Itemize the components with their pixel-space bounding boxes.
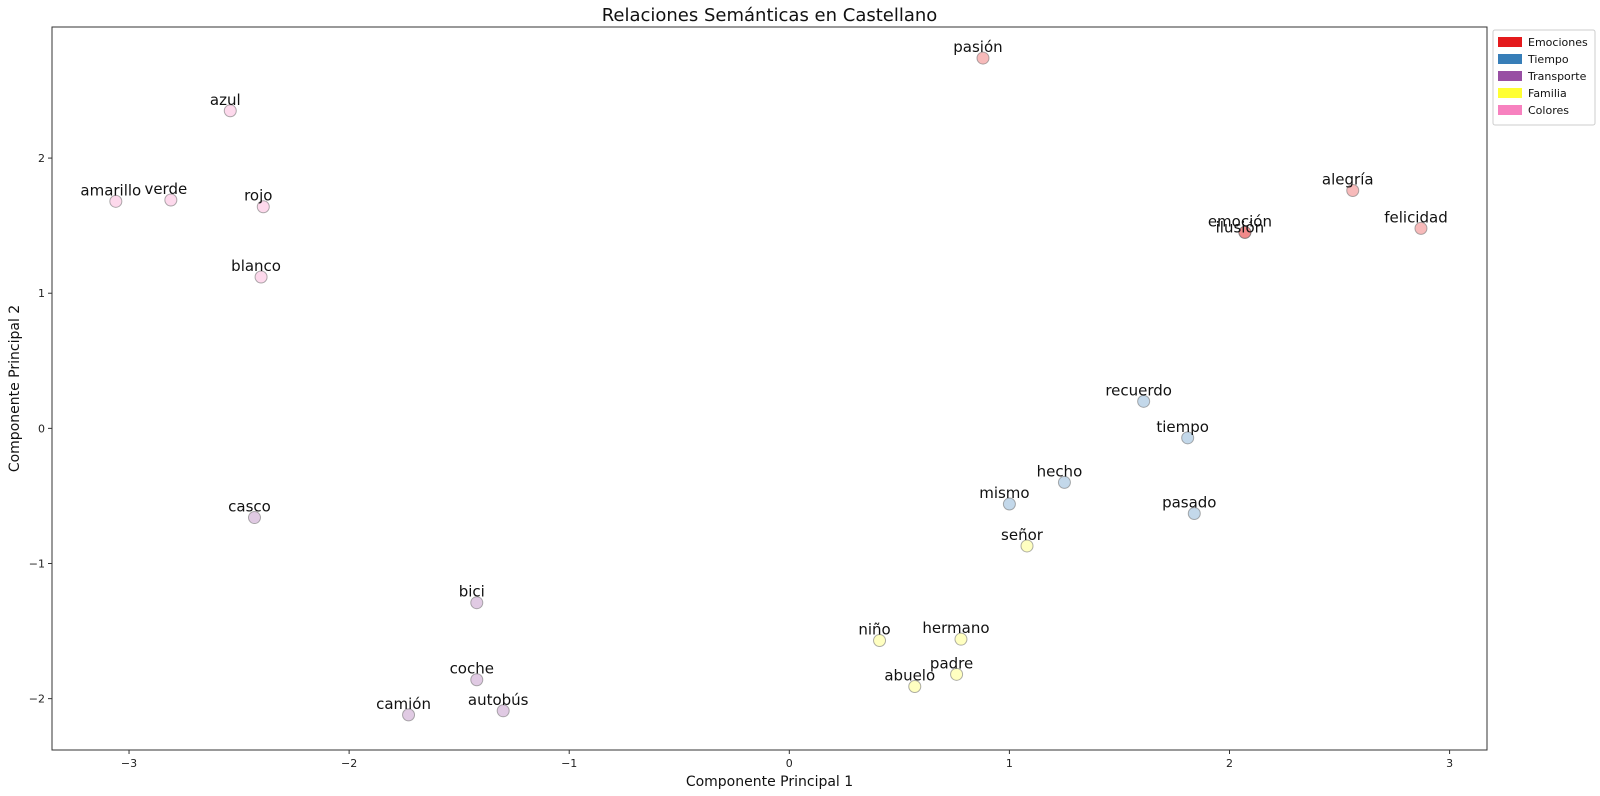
data-point-13 — [470, 673, 484, 687]
data-point-22 — [109, 194, 123, 208]
point-label: recuerdo — [1105, 381, 1172, 399]
point-label: abuelo — [884, 666, 935, 684]
chart-title: Relaciones Semánticas en Castellano — [602, 5, 938, 26]
y-tick-label: 2 — [38, 152, 45, 165]
legend-swatch — [1498, 54, 1522, 64]
point-label: alegría — [1322, 171, 1374, 189]
point-label: autobús — [468, 691, 529, 709]
x-axis-ticks: −3 −2 −1 0 1 2 3 — [121, 750, 1453, 770]
data-point-15 — [496, 704, 510, 718]
data-point-9 — [1002, 497, 1016, 511]
point-label: hecho — [1037, 462, 1083, 480]
point-label: blanco — [231, 257, 281, 275]
x-axis-title: Componente Principal 1 — [686, 774, 853, 790]
point-label: azul — [210, 91, 241, 109]
legend-entry-label: Transporte — [1527, 70, 1587, 83]
point-label: mismo — [979, 484, 1029, 502]
data-point-11 — [247, 511, 261, 525]
points-layer — [109, 51, 1428, 722]
legend-swatch — [1498, 105, 1522, 115]
point-label: ilusión — [1216, 218, 1265, 236]
data-point-17 — [873, 634, 887, 648]
y-tick-label: −2 — [29, 693, 45, 706]
point-label: rojo — [244, 187, 272, 205]
point-label: pasión — [953, 38, 1002, 56]
point-label: tiempo — [1156, 418, 1209, 436]
point-label: emoción — [1208, 212, 1272, 230]
legend-entry-label: Colores — [1528, 104, 1569, 117]
data-point-4 — [1238, 225, 1252, 239]
data-point-21 — [223, 104, 237, 118]
data-point-16 — [1020, 539, 1034, 553]
point-label: pasado — [1162, 494, 1216, 512]
legend-swatch — [1498, 88, 1522, 98]
y-tick-label: −1 — [29, 558, 45, 571]
point-label: bici — [459, 583, 485, 601]
point-label: camión — [376, 695, 431, 713]
data-point-10 — [1187, 507, 1201, 521]
point-label: niño — [858, 621, 890, 639]
x-tick-label: −1 — [561, 757, 577, 770]
point-label: casco — [228, 498, 271, 516]
y-axis-title: Componente Principal 2 — [7, 305, 23, 472]
data-point-5 — [1414, 221, 1428, 235]
x-tick-label: 0 — [786, 757, 793, 770]
data-point-18 — [954, 632, 968, 646]
data-point-7 — [1181, 431, 1195, 445]
point-label: verde — [144, 180, 187, 198]
point-label: hermano — [922, 619, 989, 637]
data-point-23 — [164, 193, 178, 207]
x-tick-label: −3 — [121, 757, 137, 770]
legend-entry-label: Familia — [1528, 87, 1567, 100]
legend: Emociones Tiempo Transporte Familia Colores — [1492, 29, 1596, 126]
x-tick-label: 1 — [1006, 757, 1013, 770]
point-label: amarillo — [80, 181, 141, 199]
legend-entry-label: Tiempo — [1527, 53, 1569, 66]
y-axis-ticks: −2 −1 0 1 2 — [29, 152, 52, 706]
point-label: padre — [930, 654, 973, 672]
y-tick-label: 0 — [38, 422, 45, 435]
x-tick-label: −2 — [341, 757, 357, 770]
legend-swatch — [1498, 37, 1522, 47]
y-tick-label: 1 — [38, 287, 45, 300]
x-tick-label: 2 — [1226, 757, 1233, 770]
point-label: felicidad — [1384, 208, 1448, 226]
data-point-1 — [976, 51, 990, 65]
legend-entry-label: Emociones — [1528, 36, 1588, 49]
data-point-6 — [1137, 394, 1151, 408]
point-label: coche — [450, 660, 494, 678]
point-label: señor — [1001, 526, 1044, 544]
data-point-24 — [256, 200, 270, 214]
legend-swatch — [1498, 71, 1522, 81]
plot-frame — [51, 26, 1488, 751]
legend-box — [1492, 29, 1596, 126]
data-point-25 — [254, 270, 268, 284]
data-point-14 — [402, 708, 416, 722]
data-point-20 — [908, 679, 922, 693]
data-point-12 — [470, 596, 484, 610]
x-tick-label: 3 — [1446, 757, 1453, 770]
data-point-19 — [950, 667, 964, 681]
data-point-8 — [1057, 475, 1071, 489]
data-point-2 — [1346, 184, 1360, 198]
